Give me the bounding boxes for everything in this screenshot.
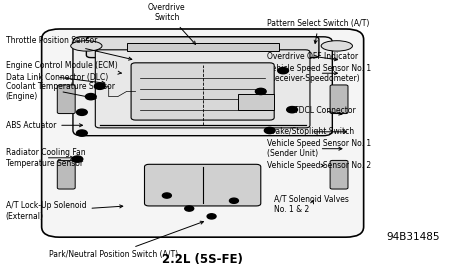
Bar <box>126 43 279 51</box>
FancyBboxPatch shape <box>95 50 310 128</box>
Text: Vehicle Speed Sensor No. 2: Vehicle Speed Sensor No. 2 <box>267 161 372 170</box>
Circle shape <box>76 109 87 116</box>
Text: Vehicle Speed Sensor No. 1
(Sender Unit): Vehicle Speed Sensor No. 1 (Sender Unit) <box>267 139 372 158</box>
Circle shape <box>86 94 96 100</box>
Text: A/T Lock-Up Solenoid
(External): A/T Lock-Up Solenoid (External) <box>6 202 123 221</box>
Text: 94B31485: 94B31485 <box>386 232 440 242</box>
FancyBboxPatch shape <box>144 164 261 206</box>
FancyBboxPatch shape <box>330 160 348 189</box>
Circle shape <box>162 193 171 198</box>
Text: A/T Solenoid Valves
No. 1 & 2: A/T Solenoid Valves No. 1 & 2 <box>274 195 349 214</box>
Circle shape <box>185 206 194 211</box>
Text: Pattern Select Switch (A/T): Pattern Select Switch (A/T) <box>267 19 370 43</box>
FancyBboxPatch shape <box>57 160 75 189</box>
Ellipse shape <box>71 41 102 51</box>
Circle shape <box>287 106 297 113</box>
Text: Overdrive
Switch: Overdrive Switch <box>148 3 196 44</box>
FancyBboxPatch shape <box>131 63 274 120</box>
Bar <box>238 94 274 110</box>
Text: ABS Actuator: ABS Actuator <box>6 121 82 130</box>
Text: Engine Control Module (ECM): Engine Control Module (ECM) <box>6 61 121 74</box>
Circle shape <box>256 88 266 95</box>
Ellipse shape <box>321 41 352 51</box>
Text: Radiator Cooling Fan
Temperature Sensor: Radiator Cooling Fan Temperature Sensor <box>6 148 85 167</box>
Circle shape <box>230 198 238 203</box>
Text: Brake/Stoplight Switch: Brake/Stoplight Switch <box>267 127 355 136</box>
Text: Vehicle Speed Sensor No. 1
(Receiver-Speedometer): Vehicle Speed Sensor No. 1 (Receiver-Spe… <box>267 64 372 83</box>
Text: Throttle Position Sensor: Throttle Position Sensor <box>6 36 132 60</box>
FancyBboxPatch shape <box>42 29 364 237</box>
Circle shape <box>278 67 288 74</box>
Circle shape <box>94 83 105 89</box>
Text: Overdrive OFF Indicator: Overdrive OFF Indicator <box>267 52 359 61</box>
Text: Park/Neutral Position Switch (A/T): Park/Neutral Position Switch (A/T) <box>49 221 203 259</box>
Text: Data Link Connector (DLC): Data Link Connector (DLC) <box>6 73 108 84</box>
Text: TDCL Connector: TDCL Connector <box>294 106 356 115</box>
FancyBboxPatch shape <box>86 37 319 58</box>
FancyBboxPatch shape <box>330 85 348 114</box>
Circle shape <box>76 130 87 136</box>
Circle shape <box>72 156 83 162</box>
Text: Coolant Temperature Sensor
(Engine): Coolant Temperature Sensor (Engine) <box>6 82 115 101</box>
Circle shape <box>264 127 275 134</box>
Circle shape <box>207 214 216 219</box>
Text: 2.2L (5S-FE): 2.2L (5S-FE) <box>162 253 243 266</box>
FancyBboxPatch shape <box>73 37 333 136</box>
FancyBboxPatch shape <box>57 85 75 114</box>
